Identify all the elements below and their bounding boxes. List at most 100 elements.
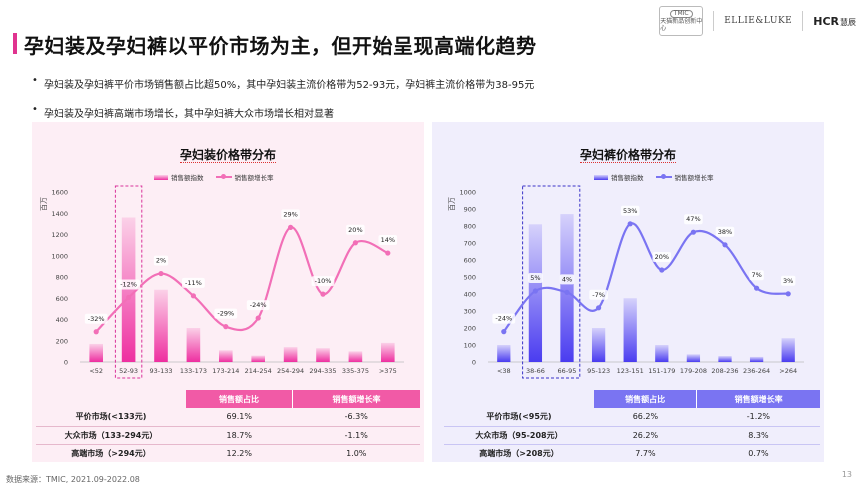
chart-svg: 百万 0 200 400 600 800 1000 1200 1400 1600 <52 52-93 9…	[40, 185, 404, 379]
growth-rate-point	[352, 240, 358, 246]
y-tick-label: 1400	[51, 210, 68, 218]
summary-table: 销售额占比 销售额增长率 平价市场(<133元) 69.1% -6.3% 大众市…	[36, 390, 420, 462]
growth-rate-point	[501, 329, 507, 335]
bar	[380, 342, 395, 362]
page-number: 13	[841, 470, 852, 479]
x-tick-label: 151-179	[648, 367, 675, 375]
bar	[686, 354, 701, 362]
y-tick-label: 100	[464, 342, 476, 350]
legend-swatch-bar	[154, 174, 168, 180]
table-cell: 0.7%	[748, 448, 769, 458]
table-row: 高端市场（>208元） 7.7% 0.7%	[444, 444, 820, 462]
x-tick-label: 95-123	[587, 367, 610, 375]
table-cell: 大众市场（95-208元）	[475, 430, 563, 440]
data-label: -24%	[495, 315, 512, 323]
legend-label: 销售额增长率	[674, 174, 714, 182]
data-label-bg	[117, 279, 140, 290]
data-label-bg	[84, 313, 108, 324]
hcr-logo: HCR慧辰	[813, 15, 856, 28]
y-tick-label: 200	[56, 337, 68, 345]
x-tick-label: 93-133	[149, 367, 172, 375]
x-tick-label: <52	[89, 367, 103, 375]
legend-item-line: 销售额增长率	[215, 172, 274, 182]
highlight-box	[522, 185, 581, 379]
data-label-bg	[559, 274, 575, 285]
data-label: -29%	[217, 310, 234, 318]
y-tick-label: 1600	[51, 189, 68, 197]
table-row: 平价市场(<133元) 69.1% -6.3%	[36, 408, 420, 427]
legend-item-line: 销售额增长率	[655, 172, 714, 182]
bar	[316, 348, 330, 362]
table-header-cell: 销售额占比	[594, 390, 697, 408]
y-axis-label: 百万	[40, 197, 48, 211]
legend-swatch-line	[215, 174, 232, 179]
hcr-logo-text: HCR	[813, 14, 839, 28]
data-label-bg	[715, 226, 735, 237]
x-tick-label: 254-294	[277, 367, 304, 375]
growth-rate-point	[93, 329, 99, 335]
y-tick-label: 800	[56, 274, 68, 282]
x-tick-label: 335-375	[342, 367, 369, 375]
growth-rate-point	[532, 288, 538, 294]
data-label-bg	[749, 270, 764, 281]
data-label: 5%	[530, 274, 540, 282]
bar	[749, 356, 764, 362]
data-label-bg	[620, 205, 640, 216]
table-header: 销售额占比 销售额增长率	[36, 390, 420, 408]
chart-svg: 百万 0 100 200 300 400 500 600 700 800 900 1000 <38 38-…	[448, 185, 804, 379]
table-header-cell	[444, 390, 594, 408]
tmic-logo-badge: TMIC	[669, 9, 693, 19]
growth-rate-point	[158, 270, 164, 277]
table-header: 销售额占比 销售额增长率	[444, 390, 820, 408]
legend-label: 销售额指数	[171, 174, 204, 182]
data-label: 38%	[718, 228, 732, 236]
x-tick-label: 133-173	[180, 367, 207, 375]
data-label: 53%	[623, 207, 637, 215]
data-label-bg	[378, 235, 398, 246]
data-label: -7%	[592, 291, 605, 299]
data-label: -24%	[250, 301, 267, 309]
bar	[154, 289, 168, 362]
data-label: 3%	[783, 277, 793, 285]
data-label-bg	[281, 209, 300, 220]
y-tick-label: 0	[64, 359, 68, 367]
growth-rate-point	[690, 229, 696, 235]
y-tick-label: 300	[464, 308, 476, 316]
tmic-logo: TMIC 天猫新品创新中心	[659, 6, 704, 36]
legend-label: 销售额指数	[611, 174, 644, 182]
bar	[218, 350, 233, 362]
summary-table: 销售额占比 销售额增长率 平价市场(<95元) 66.2% -1.2% 大众市场…	[444, 390, 820, 462]
x-tick-label: 173-214	[212, 367, 239, 375]
bullet-item: 孕妇装及孕妇裤高端市场增长，其中孕妇裤大众市场增长相对显著	[32, 104, 534, 120]
x-tick-label: 179-208	[680, 367, 707, 375]
legend-swatch-bar	[594, 174, 608, 180]
x-tick-label: 208-236	[711, 367, 738, 375]
table-cell: 1.0%	[346, 448, 367, 458]
chart-title: 孕妇裤价格带分布	[432, 146, 824, 163]
growth-rate-point	[320, 291, 326, 297]
y-tick-label: 400	[464, 291, 476, 299]
data-label-bg	[492, 313, 516, 324]
y-tick-label: 600	[56, 295, 68, 303]
legend-swatch-line	[655, 174, 672, 179]
table-cell: -1.1%	[292, 426, 420, 445]
y-tick-label: 500	[464, 274, 476, 282]
maternity-dress-panel: 孕妇装价格带分布 销售额指数 销售额增长率 百万 0 200 400 600 800 100…	[32, 122, 424, 462]
x-tick-label: 52-93	[119, 367, 138, 375]
data-label: 29%	[283, 210, 297, 218]
table-cell: 高端市场（>208元）	[479, 448, 559, 458]
bar	[283, 347, 298, 362]
growth-rate-point	[288, 224, 294, 230]
growth-rate-point	[255, 315, 261, 321]
growth-rate-point	[385, 250, 391, 256]
hcr-logo-cn: 慧辰	[840, 17, 856, 27]
data-label-bg	[528, 273, 543, 283]
legend-label: 销售额增长率	[234, 174, 274, 182]
table-cell: 7.7%	[635, 448, 656, 458]
y-tick-label: 800	[464, 223, 476, 231]
y-tick-label: 600	[464, 257, 476, 265]
y-tick-label: 1000	[51, 252, 68, 260]
y-axis-label: 百万	[448, 197, 456, 211]
y-tick-label: 400	[56, 316, 68, 324]
